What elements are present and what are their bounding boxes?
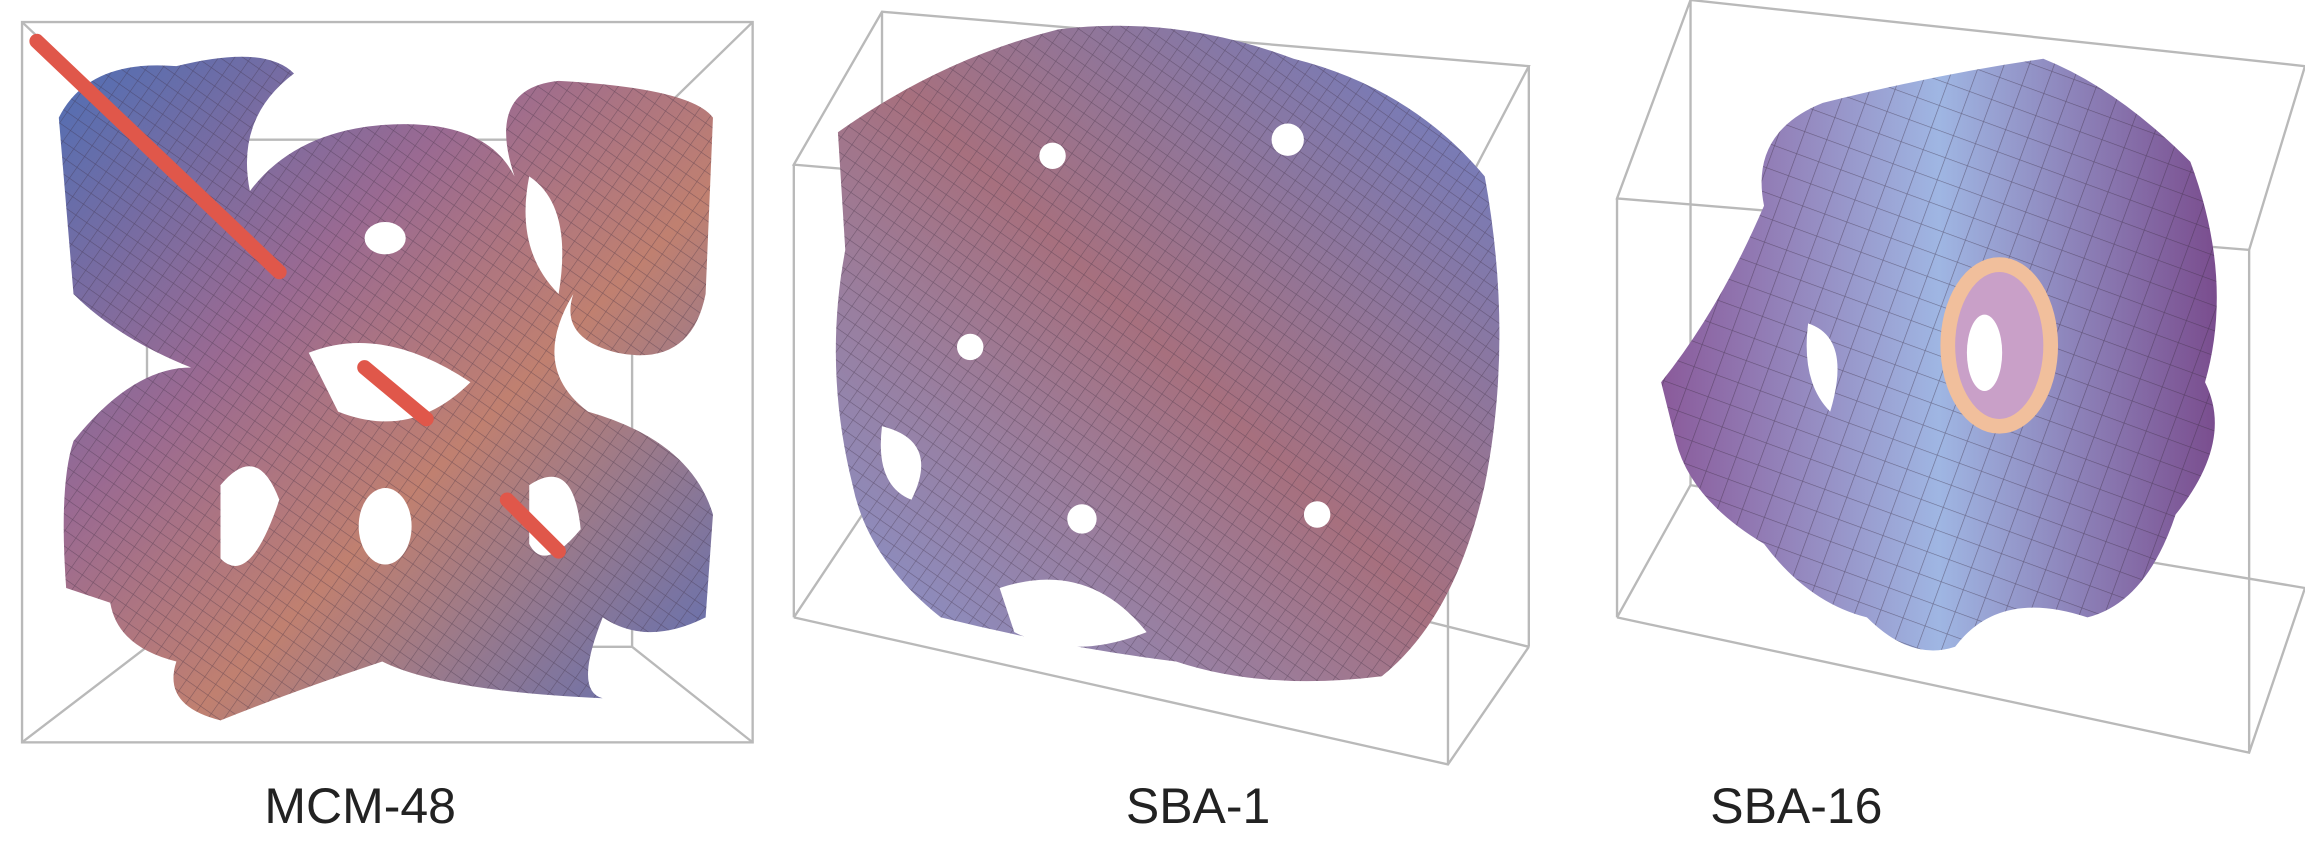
surface [836,26,1500,681]
label: SBA-1 [1126,778,1270,834]
mcm48-panel [22,22,753,742]
surface [1661,59,2217,651]
label: SBA-16 [1710,778,1882,834]
figure: MCM-48 SBA-1 SBA-16 [0,0,2305,846]
sba16-panel [1617,0,2305,753]
sba1-panel [794,12,1529,765]
label: MCM-48 [264,778,456,834]
